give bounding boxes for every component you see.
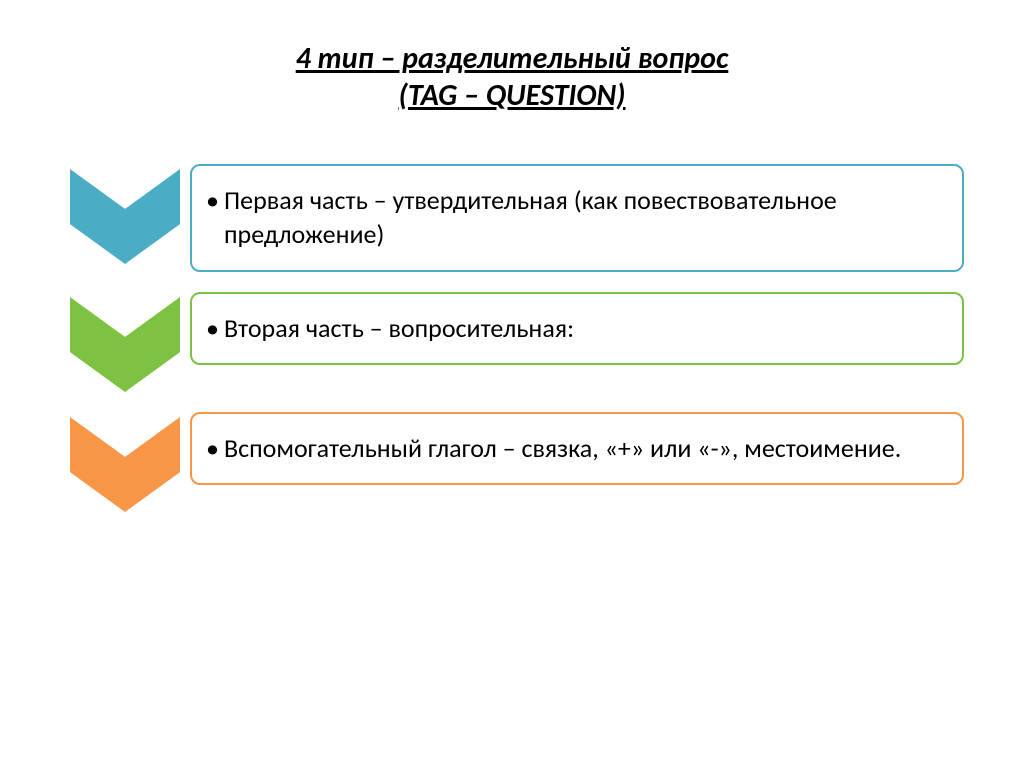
item-text: Вторая часть – вопросительная: — [224, 312, 938, 346]
list-item: Вспомогательный глагол – связка, «+» или… — [60, 412, 964, 512]
item-text: Вспомогательный глагол – связка, «+» или… — [224, 432, 938, 466]
item-text-box: Вспомогательный глагол – связка, «+» или… — [190, 412, 964, 486]
items-list: Первая часть – утвердительная (как повес… — [60, 164, 964, 512]
chevron-icon — [60, 417, 190, 512]
page-title: 4 тип – разделительный вопрос (TAG – QUE… — [60, 40, 964, 114]
chevron-icon — [60, 297, 190, 392]
title-line-1: 4 тип – разделительный вопрос — [60, 40, 964, 77]
list-item: Первая часть – утвердительная (как повес… — [60, 164, 964, 272]
item-text: Первая часть – утвердительная (как повес… — [224, 184, 938, 252]
item-text-box: Вторая часть – вопросительная: — [190, 292, 964, 366]
title-line-2: (TAG – QUESTION) — [60, 77, 964, 114]
chevron-icon — [60, 169, 190, 264]
list-item: Вторая часть – вопросительная: — [60, 292, 964, 392]
item-text-box: Первая часть – утвердительная (как повес… — [190, 164, 964, 272]
